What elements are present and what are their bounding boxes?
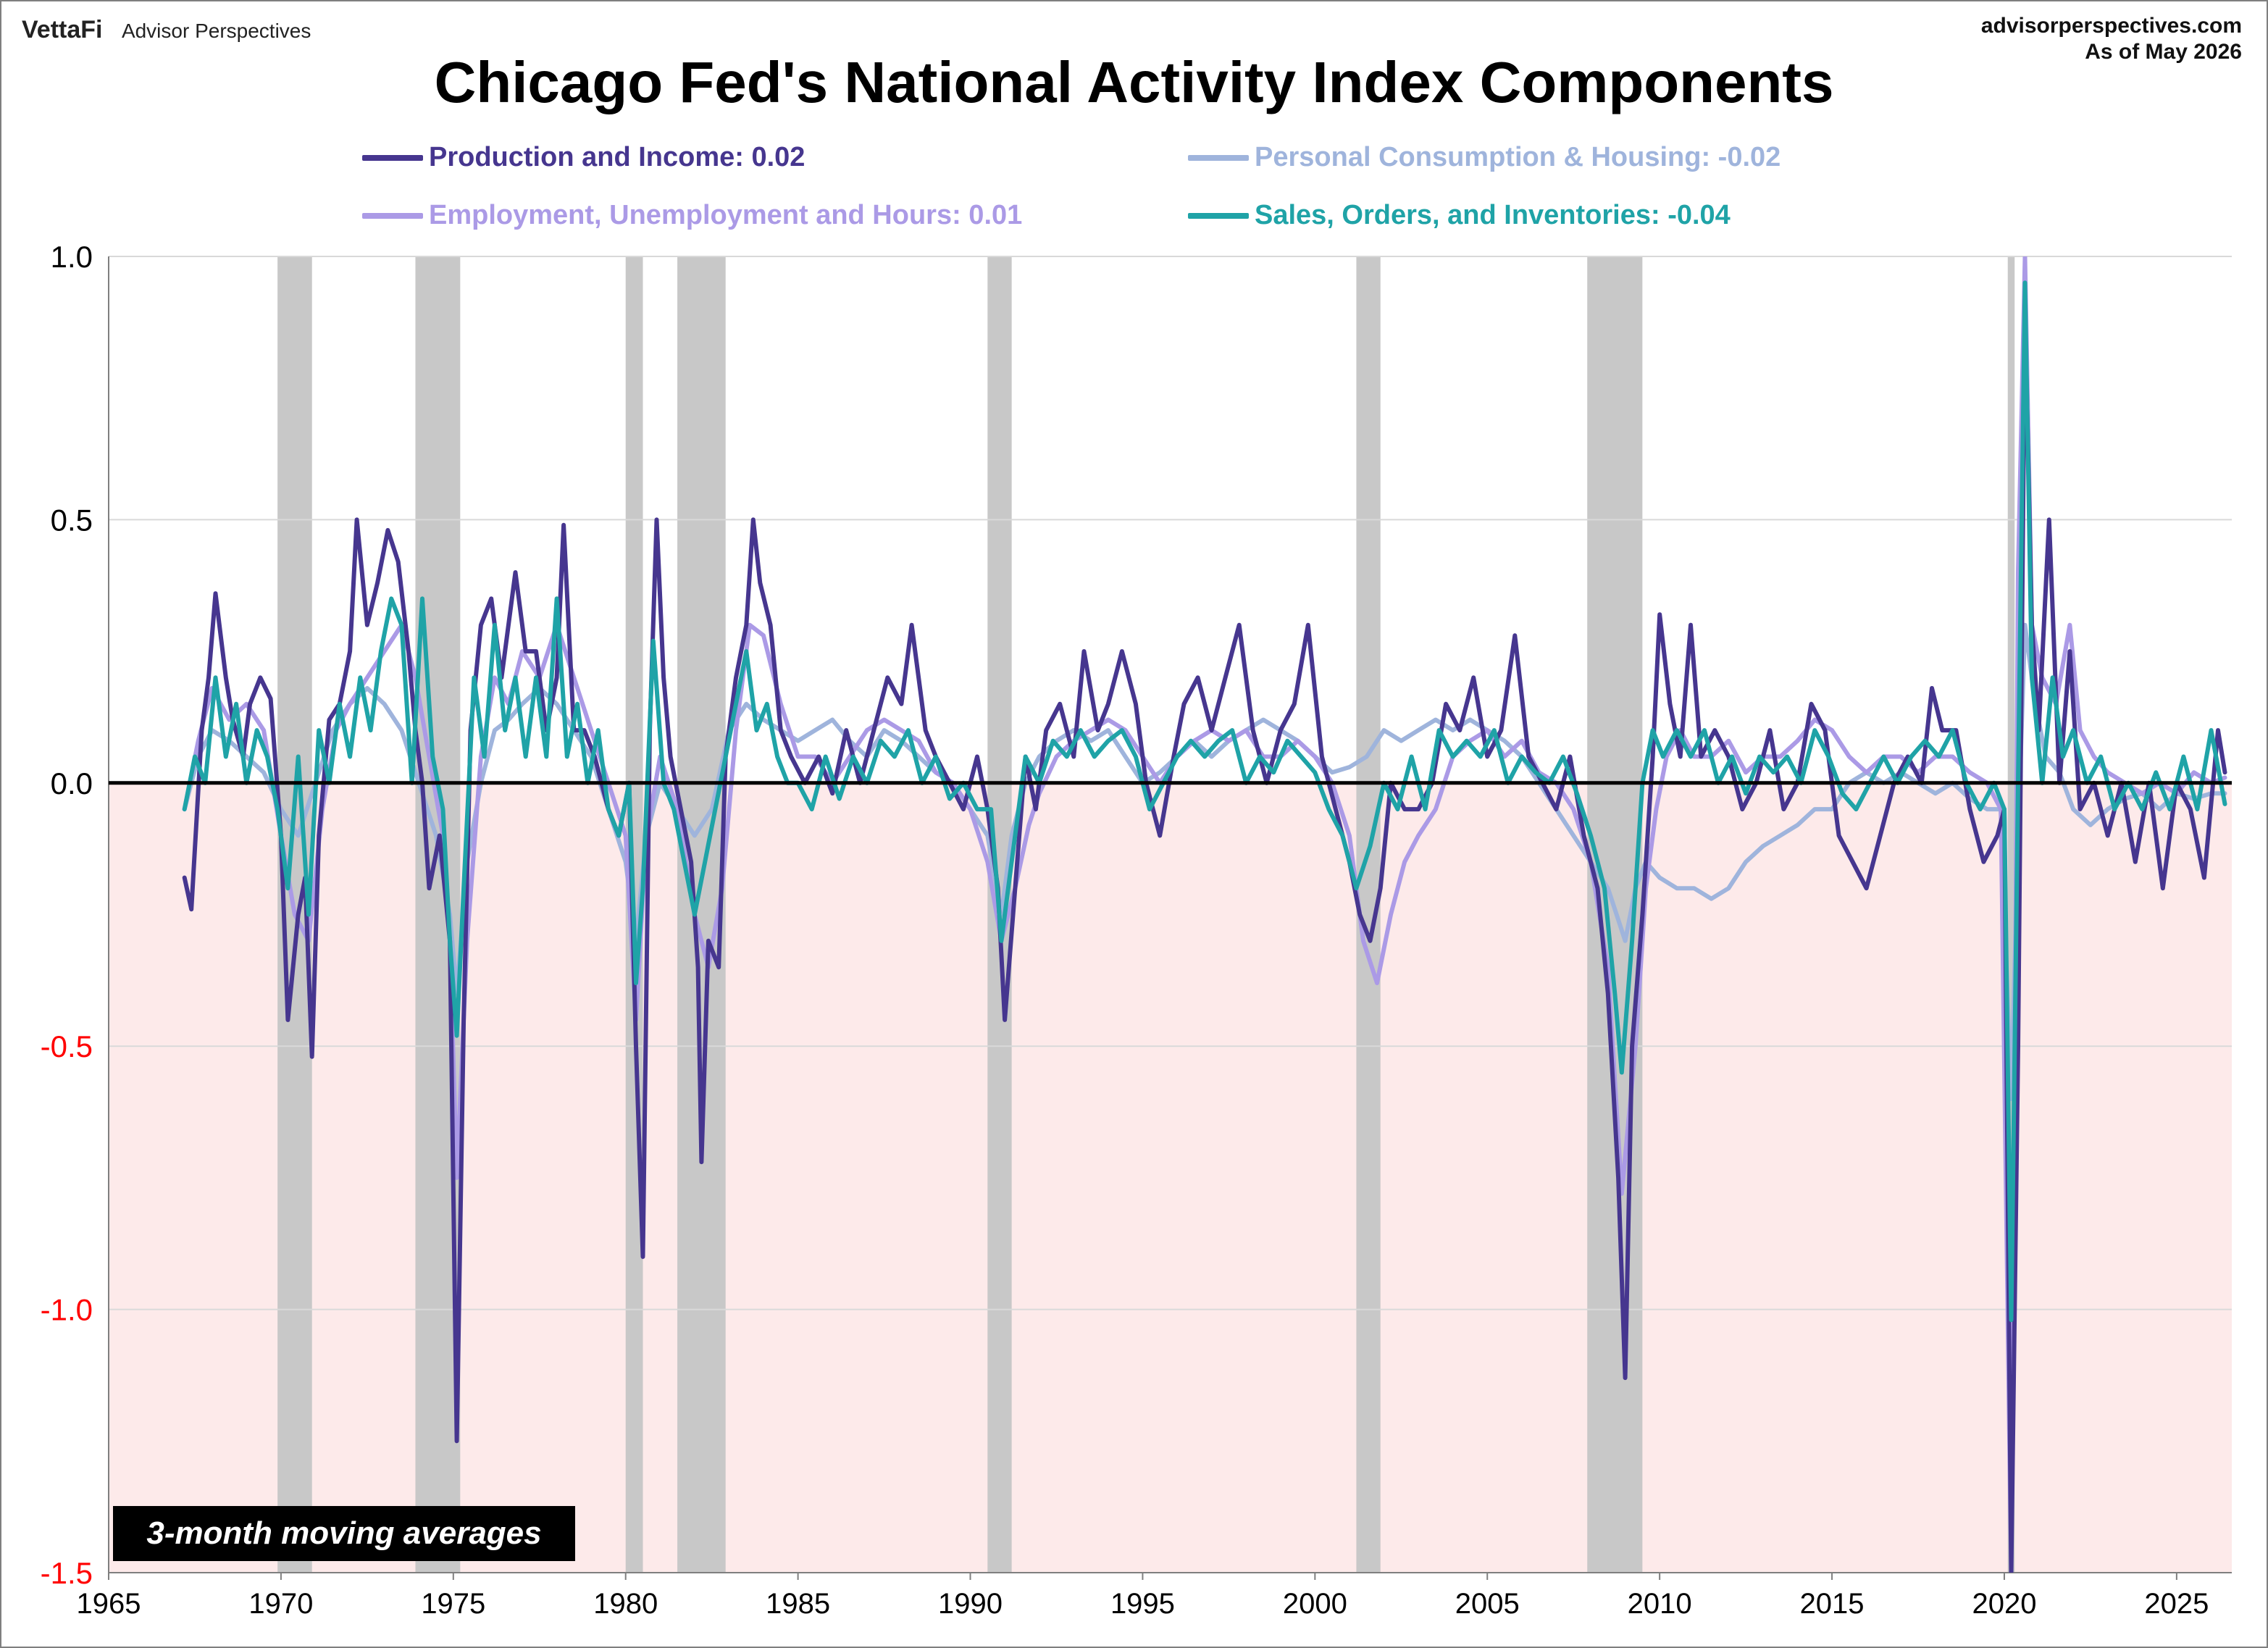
recession-band — [415, 256, 461, 1573]
as-of-date: As of May 2026 — [2085, 40, 2242, 64]
legend-swatch-employment — [362, 212, 423, 219]
series-line-production-income — [182, 306, 2227, 1573]
x-tick-label: 2025 — [2144, 1588, 2209, 1620]
x-tick-label: 2000 — [1283, 1588, 1347, 1620]
x-tick-label: 1985 — [766, 1588, 830, 1620]
x-tick-label: 1965 — [77, 1588, 141, 1620]
y-tick-label: 0.0 — [51, 766, 93, 800]
y-tick-label: -1.0 — [41, 1293, 93, 1327]
annotation-text: 3-month moving averages — [146, 1515, 541, 1551]
source-block: advisorperspectives.com As of May 2026 — [1981, 13, 2242, 65]
x-tick-label: 1980 — [593, 1588, 658, 1620]
series-line-sales-orders — [182, 280, 2227, 1323]
x-tick-label: 1970 — [248, 1588, 313, 1620]
brand-name: Advisor Perspectives — [121, 20, 311, 42]
brand: VettaFi Advisor Perspectives — [22, 16, 311, 44]
x-tick-label: 1995 — [1110, 1588, 1175, 1620]
y-tick-label: -1.5 — [41, 1556, 93, 1590]
x-tick-label: 1990 — [938, 1588, 1003, 1620]
x-tick-label: 2020 — [1972, 1588, 2036, 1620]
annotation-box — [113, 1506, 575, 1561]
legend-item-sales-orders: Sales, Orders, and Inventories: -0.04 — [1188, 200, 1731, 231]
chart-title: Chicago Fed's National Activity Index Co… — [434, 50, 1834, 114]
legend-item-production-income: Production and Income: 0.02 — [362, 142, 805, 173]
legend-swatch-production-income — [362, 154, 423, 161]
legend-label-production-income: Production and Income: 0.02 — [429, 142, 805, 172]
y-tick-label: 1.0 — [51, 240, 93, 274]
source-url: advisorperspectives.com — [1980, 14, 2242, 38]
legend-item-personal-consumption: Personal Consumption & Housing: -0.02 — [1188, 142, 1780, 173]
x-tick-label: 2015 — [1800, 1588, 1865, 1620]
x-tick-label: 2005 — [1455, 1588, 1520, 1620]
legend-swatch-sales-orders — [1188, 212, 1249, 219]
x-tick-label: 1975 — [421, 1588, 485, 1620]
legend-item-employment: Employment, Unemployment and Hours: 0.01 — [362, 200, 1022, 231]
y-tick-label: 0.5 — [51, 503, 93, 537]
legend-swatch-personal-consumption — [1188, 154, 1249, 161]
legend-label-sales-orders: Sales, Orders, and Inventories: -0.04 — [1255, 200, 1731, 230]
legend-label-personal-consumption: Personal Consumption & Housing: -0.02 — [1255, 142, 1781, 172]
x-tick-label: 2010 — [1628, 1588, 1692, 1620]
legend-label-employment: Employment, Unemployment and Hours: 0.01 — [429, 200, 1023, 230]
vettafi-logo: VettaFi — [22, 16, 103, 43]
y-tick-label: -0.5 — [41, 1029, 93, 1063]
recession-band — [2007, 256, 2015, 1573]
